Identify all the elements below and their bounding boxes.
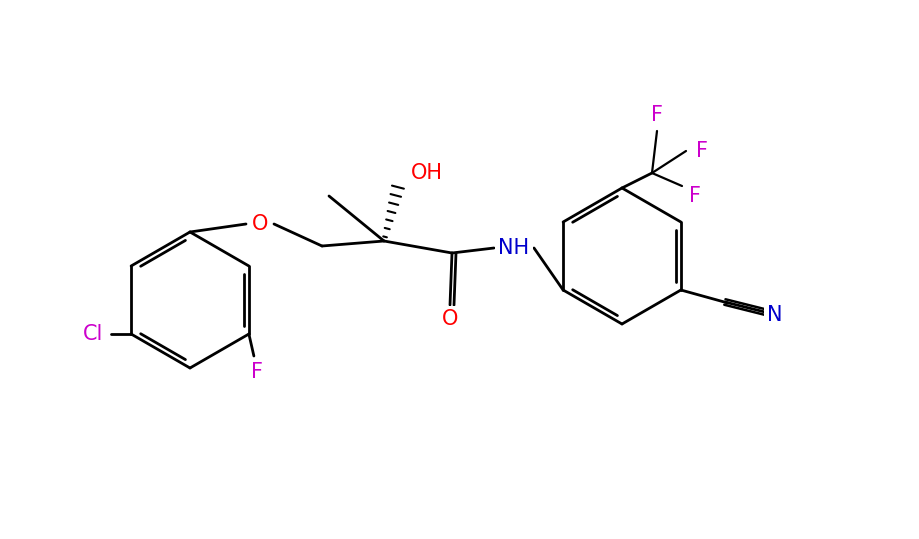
Text: OH: OH bbox=[411, 163, 443, 183]
Text: Cl: Cl bbox=[83, 324, 103, 344]
Text: F: F bbox=[651, 105, 663, 125]
Text: O: O bbox=[442, 309, 459, 329]
Text: F: F bbox=[689, 186, 701, 206]
Text: NH: NH bbox=[498, 238, 529, 258]
Text: N: N bbox=[767, 305, 783, 325]
Text: F: F bbox=[696, 141, 708, 161]
Text: F: F bbox=[251, 362, 263, 382]
Text: O: O bbox=[252, 214, 268, 234]
